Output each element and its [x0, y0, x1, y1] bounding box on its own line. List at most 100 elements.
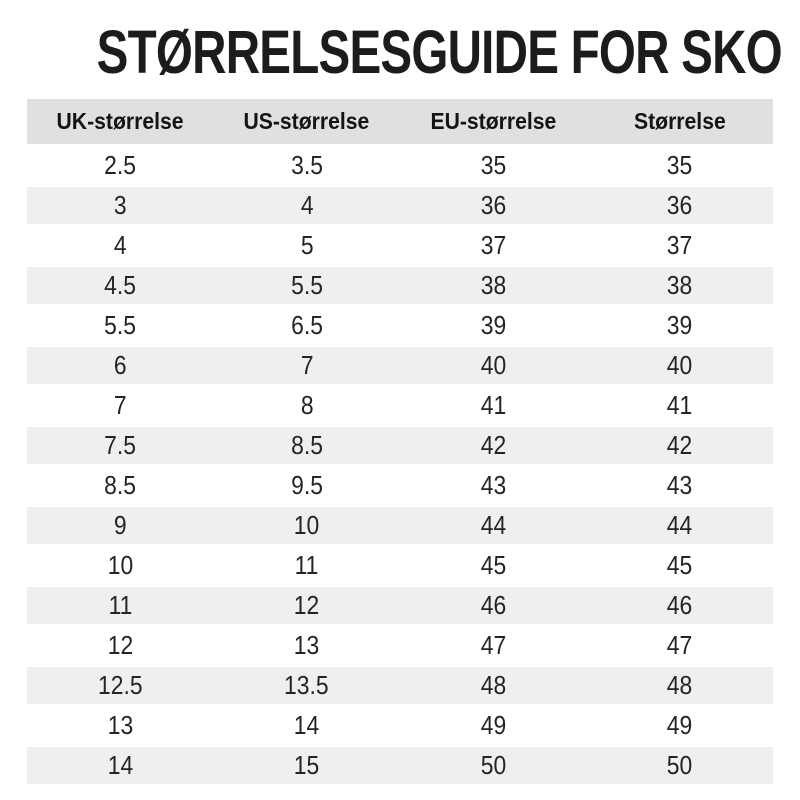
cell-value: 2.5 — [104, 150, 137, 180]
table-cell: 35 — [400, 147, 587, 184]
cell-value: 43 — [667, 470, 693, 500]
table-cell: 4.5 — [27, 267, 214, 304]
table-row: 7.5 8.5 42 42 — [27, 427, 773, 464]
table-cell: 6.5 — [213, 307, 400, 344]
table-cell: 41 — [400, 387, 587, 424]
cell-value: 44 — [667, 510, 693, 540]
column-header-label: Størrelse — [633, 108, 726, 134]
table-cell: 40 — [586, 347, 773, 384]
cell-value: 44 — [480, 510, 506, 540]
table-cell: 12 — [27, 627, 214, 664]
cell-value: 36 — [480, 190, 506, 220]
table-cell: 3 — [27, 187, 214, 224]
table-cell: 38 — [400, 267, 587, 304]
cell-value: 7.5 — [104, 430, 137, 460]
table-cell: 5.5 — [27, 307, 214, 344]
cell-value: 6.5 — [290, 310, 323, 340]
cell-value: 41 — [480, 390, 506, 420]
cell-value: 50 — [667, 750, 693, 780]
cell-value: 48 — [480, 670, 506, 700]
table-cell: 9 — [27, 507, 214, 544]
cell-value: 6 — [113, 350, 127, 380]
cell-value: 42 — [480, 430, 506, 460]
table-cell: 7 — [27, 387, 214, 424]
cell-value: 35 — [667, 150, 693, 180]
table-cell: 39 — [586, 307, 773, 344]
cell-value: 4.5 — [104, 270, 137, 300]
table-cell: 43 — [400, 467, 587, 504]
cell-value: 36 — [667, 190, 693, 220]
table-cell: 39 — [400, 307, 587, 344]
table-cell: 37 — [586, 227, 773, 264]
table-cell: 13.5 — [213, 667, 400, 704]
cell-value: 12 — [294, 590, 320, 620]
cell-value: 14 — [107, 750, 133, 780]
cell-value: 4 — [113, 230, 127, 260]
table-cell: 47 — [586, 627, 773, 664]
cell-value: 10 — [107, 550, 133, 580]
table-row: 2.5 3.5 35 35 — [27, 147, 773, 184]
table-cell: 41 — [586, 387, 773, 424]
cell-value: 46 — [667, 590, 693, 620]
table-cell: 36 — [586, 187, 773, 224]
table-cell: 13 — [27, 707, 214, 744]
cell-value: 8.5 — [104, 470, 137, 500]
column-header-label: UK-størrelse — [56, 108, 184, 134]
table-cell: 3.5 — [213, 147, 400, 184]
header-row: UK-størrelse US-størrelse EU-størrelse S… — [27, 99, 773, 144]
cell-value: 5.5 — [104, 310, 137, 340]
table-row: 13 14 49 49 — [27, 707, 773, 744]
cell-value: 47 — [667, 630, 693, 660]
cell-value: 47 — [480, 630, 506, 660]
table-cell: 49 — [586, 707, 773, 744]
cell-value: 38 — [480, 270, 506, 300]
table-cell: 7.5 — [27, 427, 214, 464]
table-cell: 42 — [400, 427, 587, 464]
cell-value: 46 — [480, 590, 506, 620]
cell-value: 43 — [480, 470, 506, 500]
cell-value: 49 — [480, 710, 506, 740]
cell-value: 40 — [480, 350, 506, 380]
cell-value: 11 — [294, 550, 319, 580]
column-header-us: US-størrelse — [213, 99, 400, 144]
table-cell: 10 — [27, 547, 214, 584]
column-header-eu: EU-størrelse — [400, 99, 587, 144]
table-cell: 9.5 — [213, 467, 400, 504]
table-cell: 44 — [586, 507, 773, 544]
column-header-label: EU-størrelse — [430, 108, 557, 134]
table-cell: 46 — [586, 587, 773, 624]
cell-value: 5.5 — [290, 270, 323, 300]
cell-value: 45 — [667, 550, 693, 580]
column-header-label: US-størrelse — [243, 108, 370, 134]
table-cell: 8.5 — [27, 467, 214, 504]
table-cell: 45 — [400, 547, 587, 584]
cell-value: 38 — [667, 270, 693, 300]
table-cell: 42 — [586, 427, 773, 464]
table-cell: 4 — [213, 187, 400, 224]
cell-value: 9.5 — [290, 470, 323, 500]
table-cell: 36 — [400, 187, 587, 224]
table-cell: 8 — [213, 387, 400, 424]
cell-value: 8.5 — [290, 430, 323, 460]
cell-value: 8 — [300, 390, 314, 420]
column-header-size: Størrelse — [586, 99, 773, 144]
cell-value: 7 — [113, 390, 127, 420]
cell-value: 49 — [667, 710, 693, 740]
cell-value: 13 — [107, 710, 133, 740]
cell-value: 5 — [300, 230, 314, 260]
table-row: 12.5 13.5 48 48 — [27, 667, 773, 704]
table-row: 7 8 41 41 — [27, 387, 773, 424]
table-cell: 8.5 — [213, 427, 400, 464]
table-row: 14 15 50 50 — [27, 747, 773, 784]
table-row: 5.5 6.5 39 39 — [27, 307, 773, 344]
table-row: 12 13 47 47 — [27, 627, 773, 664]
table-cell: 48 — [400, 667, 587, 704]
table-body: 2.5 3.5 35 35 3 4 36 36 4 5 37 37 4.5 5.… — [27, 147, 773, 784]
cell-value: 39 — [667, 310, 693, 340]
cell-value: 7 — [300, 350, 314, 380]
cell-value: 10 — [294, 510, 320, 540]
cell-value: 50 — [480, 750, 506, 780]
table-cell: 13 — [213, 627, 400, 664]
cell-value: 45 — [480, 550, 506, 580]
table-cell: 5 — [213, 227, 400, 264]
